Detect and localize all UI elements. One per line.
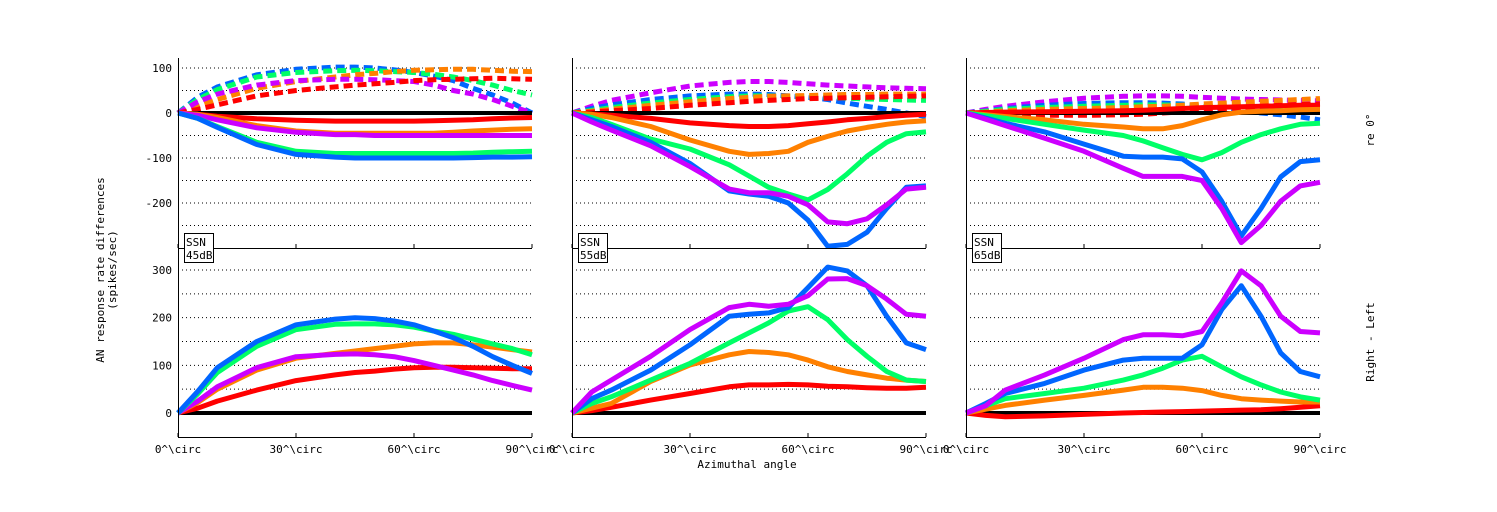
solid-series-green — [570, 304, 927, 416]
dashed-series-purple — [571, 79, 927, 116]
row-label-top: re 0° — [1364, 113, 1377, 146]
solid-series-blue — [176, 315, 533, 415]
x-tick-label: 60^\circ — [388, 443, 441, 456]
y-tick-label: 100 — [152, 62, 172, 75]
solid-series-purple — [965, 268, 1321, 416]
solid-series-orange — [571, 349, 927, 416]
solid-series-blue — [571, 110, 927, 249]
solid-series-blue — [570, 264, 927, 416]
annotation-border — [578, 233, 608, 263]
x-tick-label: 0^\circ — [943, 443, 989, 456]
dashed-series-red — [571, 93, 927, 116]
solid-series-blue — [177, 110, 533, 161]
panel-bottom-2 — [570, 248, 927, 438]
annotation-line2: 45dB — [186, 249, 213, 262]
y-tick-label: 0 — [165, 107, 172, 120]
annotation-line1: SSN — [186, 236, 206, 249]
y-axis-label-line2: (spikes/sec) — [106, 230, 119, 309]
dashed-series-red — [177, 75, 533, 116]
solid-series-purple — [965, 110, 1321, 246]
annotation-border — [972, 233, 1002, 263]
solid-series-orange — [571, 110, 927, 157]
x-tick-label: 30^\circ — [1058, 443, 1111, 456]
dashed-series-purple — [965, 93, 1321, 116]
y-tick-label: -100 — [146, 152, 173, 165]
y-tick-label: 200 — [152, 312, 172, 325]
solid-series-blue — [964, 283, 1321, 416]
panel-top-1: 100 0 -100 -200 — [146, 58, 534, 249]
x-tick-label: 60^\circ — [782, 443, 835, 456]
solid-series-red — [965, 403, 1321, 420]
panel-top-2 — [570, 58, 927, 249]
annotation-line2: 65dB — [974, 249, 1001, 262]
solid-series-red — [177, 364, 532, 416]
solid-series-purple — [176, 351, 533, 416]
y-axis-label-line1: AN response rate differences — [94, 177, 107, 362]
x-tick-label: 0^\circ — [155, 443, 201, 456]
solid-series-green — [965, 110, 1321, 163]
panel-top-3 — [965, 58, 1321, 249]
annotation-line1: SSN — [580, 236, 600, 249]
y-tick-label: 300 — [152, 264, 172, 277]
annotation-line2: 55dB — [580, 249, 607, 262]
solid-series-green — [965, 353, 1321, 416]
annotation-border — [184, 233, 214, 263]
y-tick-label: -200 — [146, 197, 173, 210]
solid-series-orange — [965, 384, 1320, 416]
x-tick-label: 60^\circ — [1176, 443, 1229, 456]
solid-series-orange — [965, 106, 1321, 132]
x-tick-label: 0^\circ — [549, 443, 595, 456]
solid-series-red — [571, 110, 927, 129]
x-axis-label: Azimuthal angle — [697, 458, 796, 471]
solid-series-red — [571, 381, 927, 416]
solid-series-purple — [570, 276, 927, 415]
x-tick-label: 30^\circ — [270, 443, 323, 456]
dashed-series-orange — [177, 66, 533, 116]
annotation-line1: SSN — [974, 236, 994, 249]
y-tick-label: 100 — [152, 359, 172, 372]
solid-series-green — [176, 321, 533, 415]
x-tick-label: 90^\circ — [506, 443, 559, 456]
y-tick-label: 0 — [165, 407, 172, 420]
dashed-series-purple — [176, 76, 533, 116]
solid-series-green — [571, 110, 927, 203]
x-tick-label: 30^\circ — [664, 443, 717, 456]
solid-series-red — [177, 110, 533, 124]
panel-bottom-1: 300 200 100 0 — [152, 248, 533, 438]
x-tick-label: 90^\circ — [900, 443, 953, 456]
solid-series-blue — [965, 110, 1321, 239]
solid-series-red — [965, 102, 1320, 116]
x-tick-label: 90^\circ — [1294, 443, 1347, 456]
solid-series-purple — [177, 110, 532, 138]
row-label-bottom: Right - Left — [1364, 302, 1377, 381]
solid-series-purple — [570, 110, 927, 227]
panel-bottom-3 — [964, 248, 1321, 438]
panel-column-1: 100 0 -100 -200 300 200 100 0 0^\circ 30^\circ 60^… — [146, 58, 559, 456]
dashed-series-blue — [571, 91, 927, 120]
